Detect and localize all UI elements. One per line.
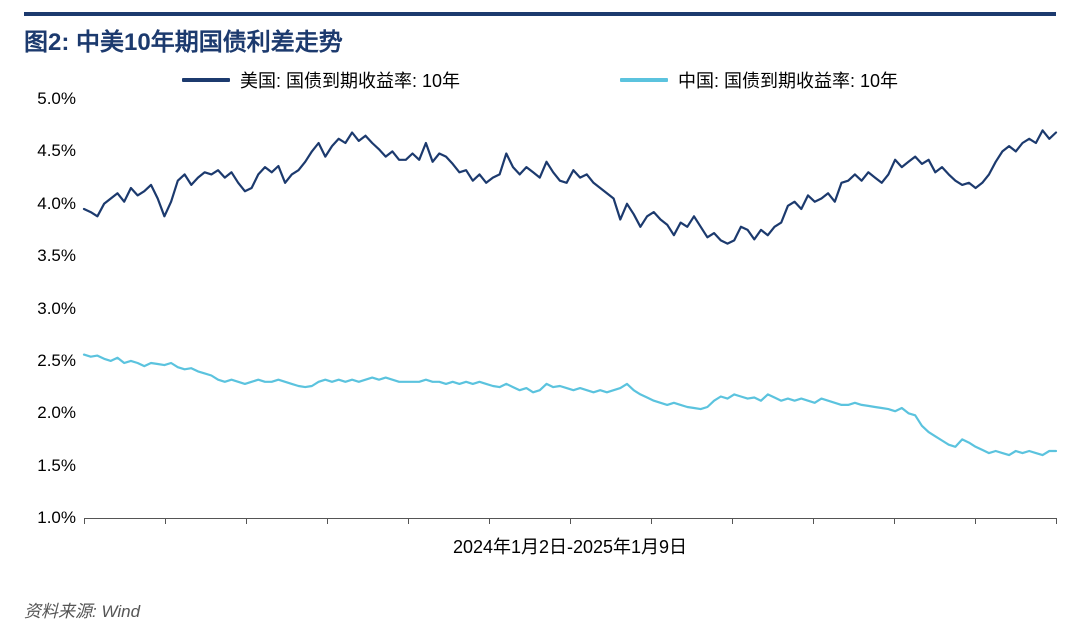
chart: 1.0%1.5%2.0%2.5%3.0%3.5%4.0%4.5%5.0% 202… [24, 99, 1056, 559]
legend: 美国: 国债到期收益率: 10年 中国: 国债到期收益率: 10年 [24, 67, 1056, 93]
legend-label: 中国: 国债到期收益率: 10年 [678, 67, 898, 93]
y-tick: 3.5% [37, 246, 76, 266]
y-tick: 1.5% [37, 456, 76, 476]
series-line-cn [84, 355, 1056, 456]
y-tick: 4.0% [37, 194, 76, 214]
title-bar: 图2: 中美10年期国债利差走势 [24, 12, 1056, 57]
chart-title: 图2: 中美10年期国债利差走势 [24, 22, 1056, 57]
legend-swatch [182, 78, 230, 82]
legend-swatch [620, 78, 668, 82]
x-axis-label: 2024年1月2日-2025年1月9日 [84, 533, 1056, 559]
legend-item-1: 中国: 国债到期收益率: 10年 [620, 67, 898, 93]
source-note: 资料来源: Wind [24, 597, 140, 622]
y-tick: 2.0% [37, 403, 76, 423]
y-tick: 5.0% [37, 89, 76, 109]
y-axis: 1.0%1.5%2.0%2.5%3.0%3.5%4.0%4.5%5.0% [24, 99, 84, 519]
y-tick: 4.5% [37, 141, 76, 161]
plot-area [84, 99, 1056, 519]
y-tick: 2.5% [37, 351, 76, 371]
legend-label: 美国: 国债到期收益率: 10年 [240, 67, 460, 93]
series-line-us [84, 130, 1056, 243]
y-tick: 3.0% [37, 299, 76, 319]
line-series-svg [84, 99, 1056, 518]
legend-item-0: 美国: 国债到期收益率: 10年 [182, 67, 460, 93]
y-tick: 1.0% [37, 508, 76, 528]
